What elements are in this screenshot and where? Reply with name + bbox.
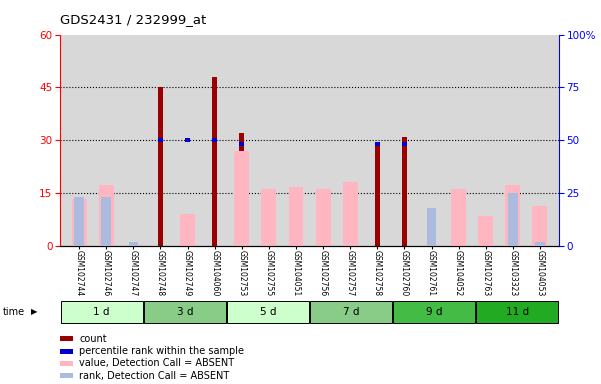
Bar	[427, 208, 436, 246]
Bar	[72, 199, 87, 246]
Bar	[477, 301, 558, 323]
Bar	[375, 142, 380, 146]
Bar	[75, 197, 84, 246]
Text: 3 d: 3 d	[177, 307, 193, 317]
Bar	[451, 189, 466, 246]
Text: 5 d: 5 d	[260, 307, 276, 317]
Bar	[535, 242, 545, 246]
Bar	[508, 193, 517, 246]
Bar	[227, 301, 309, 323]
Bar	[212, 138, 217, 142]
Text: 9 d: 9 d	[426, 307, 442, 317]
Text: 1 d: 1 d	[93, 307, 110, 317]
Bar	[144, 301, 226, 323]
Bar	[180, 214, 195, 246]
Text: ▶: ▶	[31, 308, 38, 316]
Bar	[393, 301, 475, 323]
Bar	[402, 137, 407, 246]
Text: 7 d: 7 d	[343, 307, 359, 317]
Bar	[261, 189, 276, 246]
Bar	[239, 133, 244, 246]
Bar	[212, 77, 217, 246]
Bar	[185, 138, 190, 142]
Bar	[532, 206, 548, 246]
Bar	[158, 88, 163, 246]
Bar	[129, 242, 138, 246]
Bar	[375, 144, 380, 246]
Bar	[61, 301, 142, 323]
Bar	[316, 189, 331, 246]
Text: count: count	[79, 334, 107, 344]
Bar	[505, 185, 520, 246]
Text: time: time	[3, 307, 25, 317]
Bar	[343, 182, 358, 246]
Bar	[310, 301, 392, 323]
Bar	[288, 187, 304, 246]
Text: value, Detection Call = ABSENT: value, Detection Call = ABSENT	[79, 358, 234, 369]
Bar	[478, 216, 493, 246]
Bar	[239, 142, 244, 146]
Text: rank, Detection Call = ABSENT: rank, Detection Call = ABSENT	[79, 371, 230, 381]
Bar	[99, 185, 114, 246]
Bar	[158, 138, 163, 142]
Text: percentile rank within the sample: percentile rank within the sample	[79, 346, 245, 356]
Bar	[234, 151, 249, 246]
Bar	[402, 142, 407, 146]
Bar	[102, 197, 111, 246]
Text: GDS2431 / 232999_at: GDS2431 / 232999_at	[60, 13, 206, 26]
Text: 11 d: 11 d	[506, 307, 529, 317]
